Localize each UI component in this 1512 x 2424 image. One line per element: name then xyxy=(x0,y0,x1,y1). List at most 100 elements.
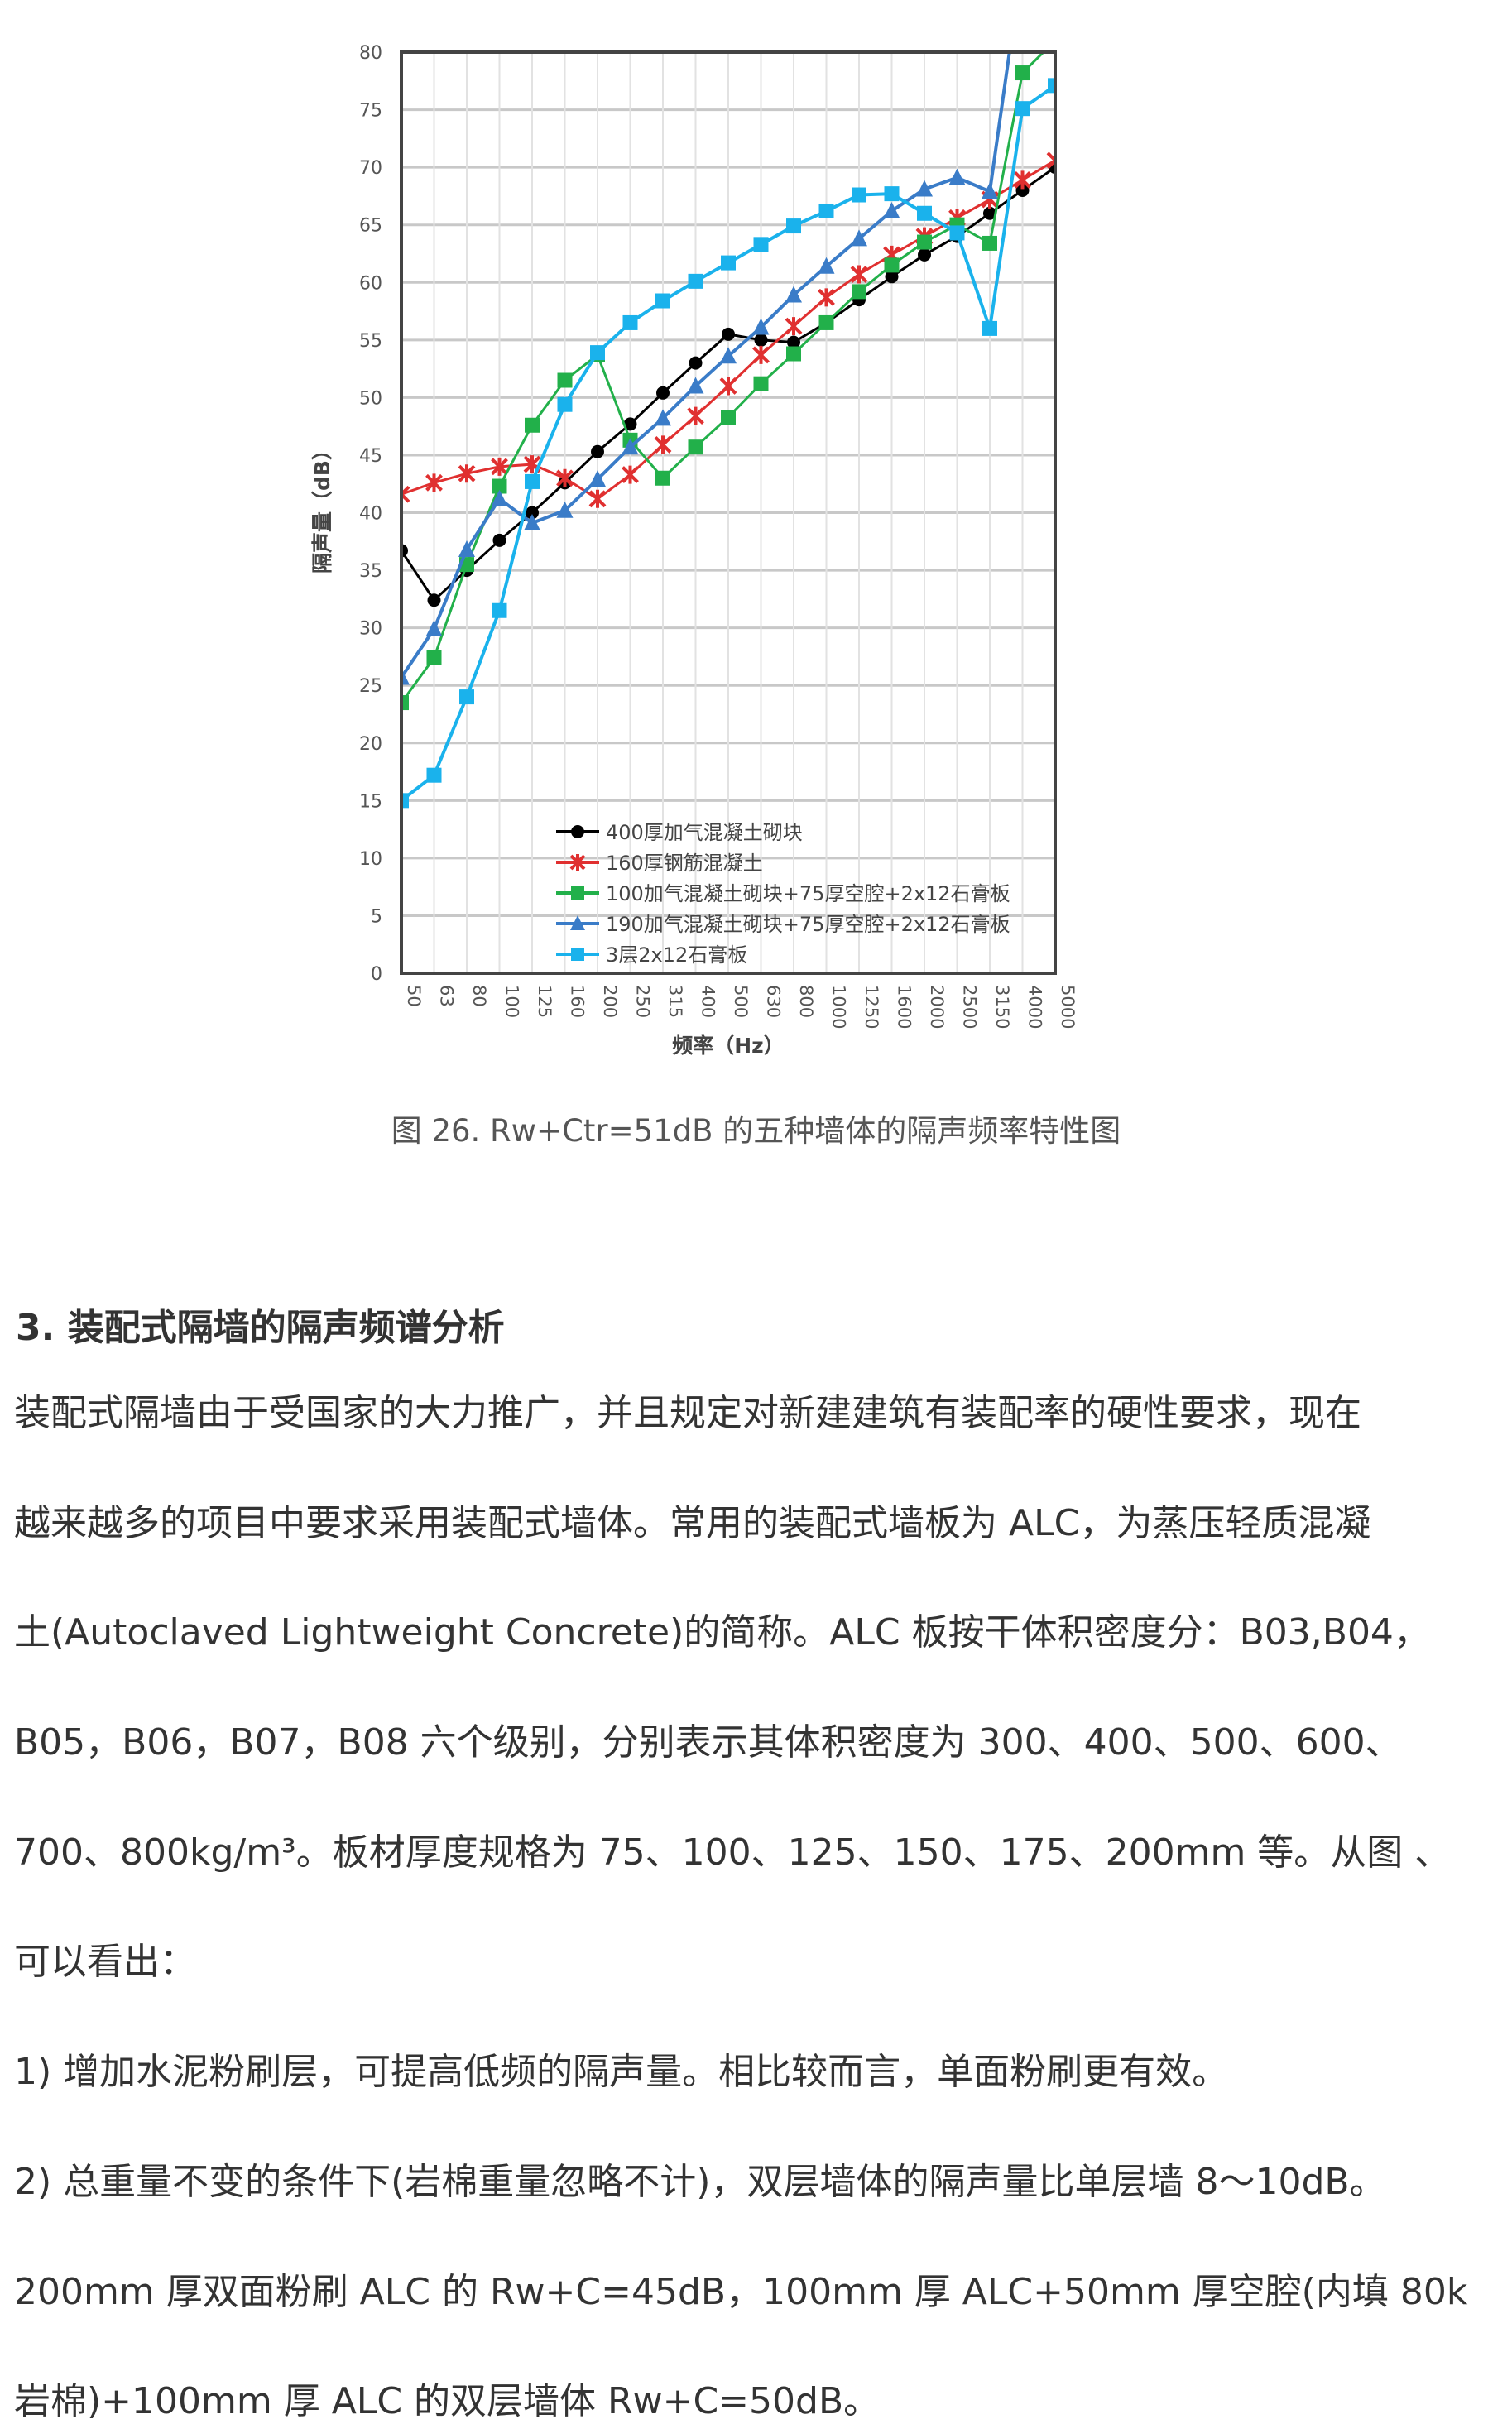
x-axis-title: 频率（Hz） xyxy=(672,1034,784,1058)
data-point xyxy=(983,206,996,220)
y-tick-label: 60 xyxy=(359,273,382,294)
legend-label: 3层2x12石膏板 xyxy=(606,943,747,967)
data-point xyxy=(917,205,932,221)
x-tick-label: 1250 xyxy=(862,985,881,1029)
data-point xyxy=(589,470,606,487)
data-point xyxy=(916,180,933,197)
data-point xyxy=(569,854,586,871)
paragraph-line: 2) 总重量不变的条件下(岩棉重量忽略不计)，双层墙体的隔声量比单层墙 8～10… xyxy=(14,2161,1386,2203)
legend: 400厚加气混凝土砌块 160厚钢筋混凝土 100加气混凝土砌块+75厚空腔+2x1… xyxy=(556,821,1010,967)
data-point xyxy=(949,225,965,241)
x-tick-label: 3150 xyxy=(992,985,1012,1029)
data-point xyxy=(556,501,574,518)
legend-item: 190加气混凝土砌块+75厚空腔+2x12石膏板 xyxy=(556,913,1010,936)
data-point xyxy=(917,234,932,250)
legend-item: 3层2x12石膏板 xyxy=(556,943,747,967)
data-point xyxy=(982,235,997,251)
x-tick-label: 100 xyxy=(502,985,522,1018)
data-point xyxy=(401,485,410,504)
data-point xyxy=(687,377,704,394)
data-point xyxy=(918,247,931,262)
data-point xyxy=(571,948,584,961)
data-point xyxy=(753,376,769,391)
x-tick-label: 125 xyxy=(535,985,554,1018)
data-point xyxy=(884,186,900,202)
data-point xyxy=(1048,78,1055,94)
series-group xyxy=(401,33,1063,809)
data-point xyxy=(426,650,442,665)
paragraph-line: 装配式隔墙由于受国家的大力推广，并且规定对新建建筑有装配率的硬性要求，现在 xyxy=(14,1392,1361,1434)
series-4 xyxy=(401,78,1055,809)
data-point-stroke xyxy=(425,473,443,492)
paragraph-line: 越来越多的项目中要求采用装配式墙体。常用的装配式墙板为 ALC，为蒸压轻质混凝 xyxy=(14,1502,1371,1544)
data-point xyxy=(622,465,639,484)
paragraph-line: B05，B06，B07，B08 六个级别，分别表示其体积密度为 300、400、… xyxy=(14,1721,1402,1764)
data-point xyxy=(948,168,966,185)
x-tick-label: 1600 xyxy=(895,985,914,1029)
data-point xyxy=(570,915,585,930)
y-tick-label: 65 xyxy=(359,216,382,237)
data-point xyxy=(656,386,670,400)
x-tick-label: 315 xyxy=(665,985,685,1018)
data-point xyxy=(401,793,409,809)
data-point xyxy=(689,356,703,370)
data-point-stroke xyxy=(687,406,704,425)
data-point xyxy=(588,489,607,508)
data-point xyxy=(492,533,506,547)
paragraph-line: 土(Autoclaved Lightweight Concrete)的简称。AL… xyxy=(14,1611,1430,1654)
data-point xyxy=(786,218,801,234)
data-point xyxy=(720,347,737,364)
data-point xyxy=(688,273,703,289)
data-point xyxy=(818,314,834,330)
y-tick-label: 25 xyxy=(359,676,382,697)
legend-item: 400厚加气混凝土砌块 xyxy=(556,821,803,844)
data-point xyxy=(571,886,584,900)
x-tick-label: 5000 xyxy=(1058,985,1078,1029)
data-point xyxy=(426,767,442,783)
data-point xyxy=(622,438,639,455)
y-tick-label: 0 xyxy=(371,964,382,985)
paragraph-line: 1) 增加水泥粉刷层，可提高低频的隔声量。相比较而言，单面粉刷更有效。 xyxy=(14,2051,1229,2093)
y-tick-label: 45 xyxy=(359,446,382,467)
data-point xyxy=(851,229,867,247)
data-point xyxy=(785,286,802,303)
data-point xyxy=(556,468,574,487)
data-point xyxy=(818,288,835,307)
data-point xyxy=(1015,183,1030,197)
x-tick-label: 2000 xyxy=(927,985,947,1029)
data-point-stroke xyxy=(458,464,476,483)
sound-insulation-chart: 0 5 10 15 20 25 30 35 40 45 50 55 60 65 70 75 80 50 63 80 1… xyxy=(310,33,1078,1058)
x-tick-label: 63 xyxy=(437,985,457,1007)
x-tick-label: 800 xyxy=(796,985,816,1018)
x-tick-labels: 50 63 80 100 125 160 200 250 315 400 500 630 800 1000… xyxy=(404,985,1078,1029)
data-point xyxy=(687,406,704,425)
data-point xyxy=(1046,151,1055,170)
x-tick-label: 400 xyxy=(698,985,718,1018)
data-point xyxy=(688,439,703,455)
data-point xyxy=(1048,33,1063,48)
data-point-stroke xyxy=(491,457,508,476)
data-point xyxy=(571,825,584,838)
x-tick-label: 1000 xyxy=(829,985,849,1029)
x-tick-label: 80 xyxy=(469,985,489,1007)
y-axis-title: 隔声量（dB） xyxy=(310,439,334,574)
data-point xyxy=(787,335,800,349)
x-tick-label: 160 xyxy=(568,985,588,1018)
paragraph-line: 可以看出： xyxy=(14,1941,196,1983)
data-point xyxy=(1015,65,1030,81)
legend-label: 400厚加气混凝土砌块 xyxy=(606,821,803,844)
data-point xyxy=(785,317,803,336)
data-point xyxy=(526,506,539,520)
data-point xyxy=(982,320,997,336)
data-point xyxy=(655,293,670,309)
data-point xyxy=(458,540,475,558)
series-3 xyxy=(401,52,1011,685)
paragraph-line: 700、800kg/m³。板材厚度规格为 75、100、125、150、175、… xyxy=(14,1831,1452,1874)
data-point xyxy=(491,489,508,506)
data-point xyxy=(655,470,670,486)
legend-label: 160厚钢筋混凝土 xyxy=(606,852,763,875)
data-point xyxy=(622,314,638,330)
data-point xyxy=(852,187,866,203)
y-tick-label: 75 xyxy=(359,101,382,122)
data-point xyxy=(525,473,540,489)
